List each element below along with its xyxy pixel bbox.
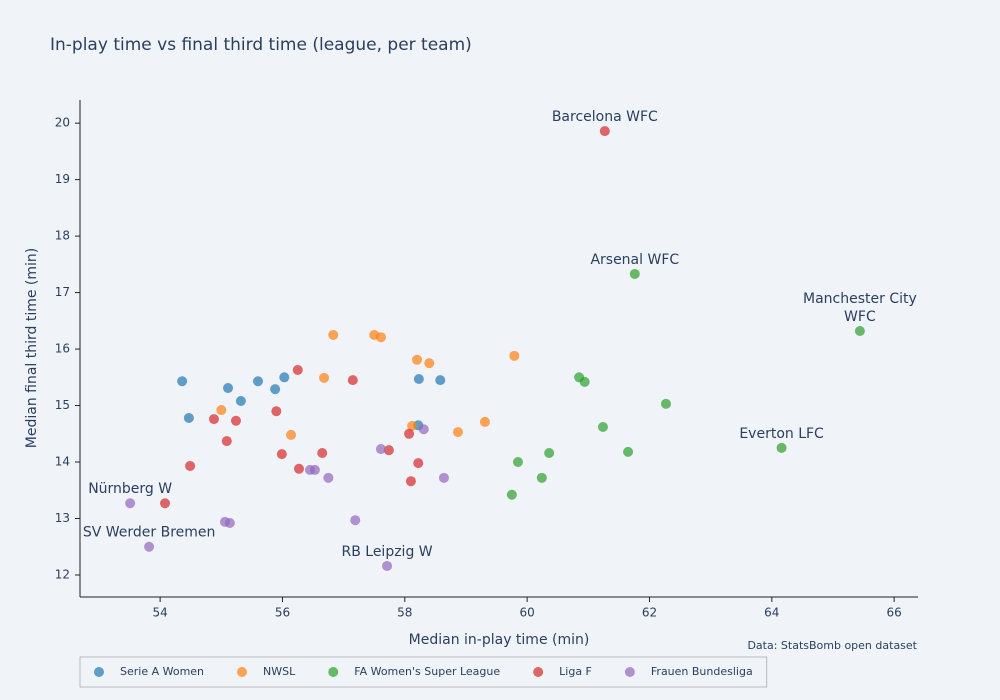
point <box>183 412 194 423</box>
point <box>375 332 386 343</box>
point <box>347 375 358 386</box>
y-tick-label: 19 <box>55 172 70 186</box>
point <box>276 449 287 460</box>
point <box>279 372 290 383</box>
point <box>286 429 297 440</box>
point <box>235 396 246 407</box>
legend-label: NWSL <box>263 665 296 678</box>
point <box>177 376 188 387</box>
legend-label: Frauen Bundesliga <box>651 665 753 678</box>
point <box>536 472 547 483</box>
point <box>375 444 386 455</box>
point <box>413 373 424 384</box>
point <box>292 364 303 375</box>
point <box>319 372 330 383</box>
point <box>413 458 424 469</box>
legend-marker <box>328 667 339 677</box>
point <box>623 446 634 457</box>
legend-marker <box>237 667 248 677</box>
point <box>597 422 608 433</box>
point <box>438 472 449 483</box>
point <box>660 398 671 409</box>
legend-marker <box>94 667 104 677</box>
point <box>271 406 282 417</box>
point <box>506 489 517 500</box>
y-tick-label: 14 <box>55 455 70 469</box>
y-tick-label: 18 <box>55 229 70 243</box>
point <box>223 383 234 394</box>
point <box>160 498 171 509</box>
point <box>579 376 590 387</box>
point <box>144 541 155 552</box>
point <box>599 126 610 137</box>
point <box>350 515 361 526</box>
point <box>323 472 334 483</box>
legend-label: Serie A Women <box>120 665 204 678</box>
annotation: Manchester City <box>803 291 917 307</box>
y-tick-label: 20 <box>55 116 70 130</box>
x-tick-label: 54 <box>152 606 167 620</box>
point <box>309 464 320 475</box>
annotation: Nürnberg W <box>88 481 172 497</box>
y-tick-label: 12 <box>55 567 70 581</box>
point <box>404 428 415 439</box>
legend-label: Liga F <box>559 665 592 678</box>
annotation: SV Werder Bremen <box>83 525 216 541</box>
point <box>317 447 328 458</box>
point <box>224 518 235 529</box>
x-tick-label: 62 <box>642 606 657 620</box>
point <box>230 415 241 426</box>
point <box>418 424 429 435</box>
chart-title: In-play time vs final third time (league… <box>50 35 472 55</box>
legend-marker <box>624 667 635 677</box>
x-tick-label: 56 <box>275 606 290 620</box>
point <box>270 384 281 395</box>
point <box>435 375 446 386</box>
x-tick-label: 58 <box>397 606 412 620</box>
x-tick-label: 64 <box>764 606 779 620</box>
point <box>479 416 490 427</box>
annotation: RB Leipzig W <box>341 544 432 560</box>
annotation: WFC <box>844 309 876 325</box>
legend <box>79 656 768 688</box>
y-axis-title: Median final third time (min) <box>24 248 40 448</box>
point <box>328 329 339 340</box>
x-tick-label: 66 <box>887 606 902 620</box>
point <box>382 560 393 571</box>
legend-marker <box>533 667 544 677</box>
point <box>776 442 787 453</box>
source-note: Data: StatsBomb open dataset <box>747 639 917 652</box>
y-tick-label: 17 <box>55 285 70 299</box>
legend-label: FA Women's Super League <box>354 665 500 678</box>
y-tick-label: 16 <box>55 342 70 356</box>
point <box>221 436 232 447</box>
point <box>383 445 394 456</box>
point <box>252 376 263 387</box>
annotation: Barcelona WFC <box>552 109 658 125</box>
point <box>125 498 136 509</box>
point <box>412 354 423 365</box>
x-axis-title: Median in-play time (min) <box>409 632 590 648</box>
y-tick-label: 15 <box>55 398 70 412</box>
point <box>208 414 219 425</box>
point <box>854 325 865 336</box>
y-tick-label: 13 <box>55 511 70 525</box>
point <box>453 427 464 438</box>
point <box>293 463 304 474</box>
point <box>544 447 555 458</box>
point <box>405 476 416 487</box>
point <box>216 405 227 416</box>
annotation: Arsenal WFC <box>590 252 679 268</box>
point <box>185 460 196 471</box>
point <box>512 457 523 468</box>
point <box>629 268 640 279</box>
annotation: Everton LFC <box>739 426 824 442</box>
point <box>407 420 418 431</box>
x-tick-label: 60 <box>519 606 534 620</box>
point <box>509 350 520 361</box>
point <box>424 358 435 369</box>
